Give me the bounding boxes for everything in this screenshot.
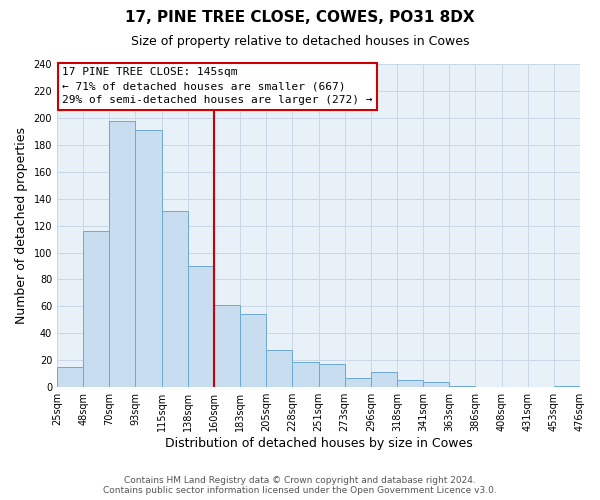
Bar — [240, 314, 266, 387]
Bar — [266, 350, 292, 387]
Bar — [188, 266, 214, 387]
X-axis label: Distribution of detached houses by size in Cowes: Distribution of detached houses by size … — [164, 437, 472, 450]
Bar — [449, 386, 475, 387]
Text: 17, PINE TREE CLOSE, COWES, PO31 8DX: 17, PINE TREE CLOSE, COWES, PO31 8DX — [125, 10, 475, 25]
Bar — [214, 305, 240, 387]
Bar — [344, 378, 371, 387]
Bar — [554, 386, 580, 387]
Y-axis label: Number of detached properties: Number of detached properties — [15, 127, 28, 324]
Bar — [57, 367, 83, 387]
Text: Contains HM Land Registry data © Crown copyright and database right 2024.
Contai: Contains HM Land Registry data © Crown c… — [103, 476, 497, 495]
Bar — [397, 380, 423, 387]
Bar — [109, 120, 136, 387]
Bar — [319, 364, 344, 387]
Bar — [292, 362, 319, 387]
Text: 17 PINE TREE CLOSE: 145sqm
← 71% of detached houses are smaller (667)
29% of sem: 17 PINE TREE CLOSE: 145sqm ← 71% of deta… — [62, 67, 373, 105]
Bar — [161, 211, 188, 387]
Bar — [136, 130, 161, 387]
Bar — [371, 372, 397, 387]
Text: Size of property relative to detached houses in Cowes: Size of property relative to detached ho… — [131, 35, 469, 48]
Bar — [83, 231, 109, 387]
Bar — [423, 382, 449, 387]
